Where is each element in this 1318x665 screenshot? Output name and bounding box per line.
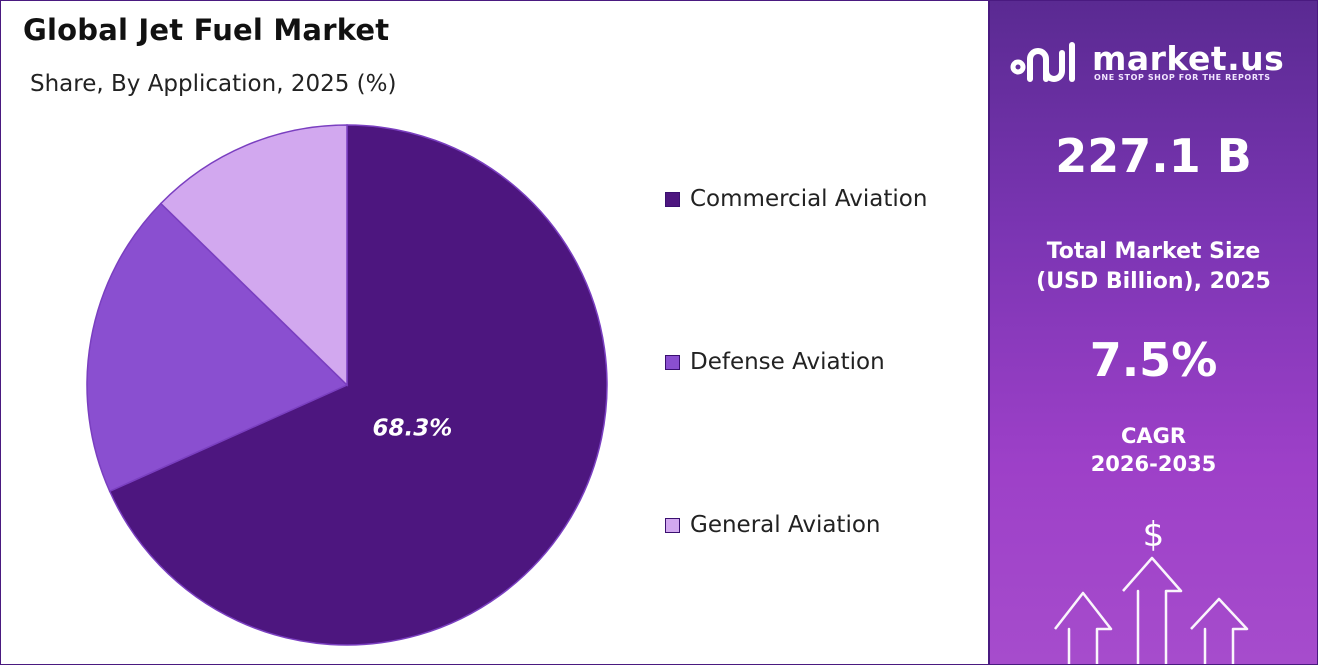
legend-label: Defense Aviation (690, 349, 885, 375)
legend-label: General Aviation (690, 512, 881, 538)
legend-swatch (665, 517, 680, 533)
dollar-icon: $ (1142, 515, 1165, 555)
pie-chart: 68.3% (86, 124, 608, 646)
data-label-commercial-aviation: 68.3% (373, 415, 453, 441)
growth-arrows-icon (1054, 556, 1249, 664)
brand-logo: market.us ONE STOP SHOP FOR THE REPORTS (1010, 37, 1300, 87)
chart-panel: Global Jet Fuel Market Share, By Applica… (1, 1, 987, 664)
market-size-value: 227.1 B (1055, 129, 1252, 183)
brand-tagline: ONE STOP SHOP FOR THE REPORTS (1094, 73, 1271, 82)
pie-slice-defense-aviation (86, 202, 349, 493)
legend-label: Commercial Aviation (690, 186, 928, 212)
legend-swatch (665, 191, 680, 207)
pie-slice-commercial-aviation (108, 124, 608, 646)
market-size-label-line2: (USD Billion), 2025 (1036, 269, 1271, 294)
cagr-value: 7.5% (1089, 333, 1218, 387)
legend-item-defense-aviation: Defense Aviation (665, 349, 885, 375)
legend-item-general-aviation: General Aviation (665, 512, 881, 538)
cagr-period: 2026-2035 (1090, 452, 1217, 476)
cagr-label: CAGR (1120, 424, 1187, 448)
market-size-label-line1: Total Market Size (1046, 239, 1261, 264)
chart-subtitle: Share, By Application, 2025 (%) (30, 71, 397, 97)
pie-slice-general-aviation (159, 124, 348, 387)
legend-swatch (665, 354, 680, 370)
market-us-logo-icon (1010, 42, 1075, 82)
legend-item-commercial-aviation: Commercial Aviation (665, 186, 927, 212)
chart-title: Global Jet Fuel Market (23, 13, 390, 47)
brand-name: market.us (1092, 39, 1285, 78)
summary-sidebar: market.us ONE STOP SHOP FOR THE REPORTS … (988, 1, 1317, 664)
